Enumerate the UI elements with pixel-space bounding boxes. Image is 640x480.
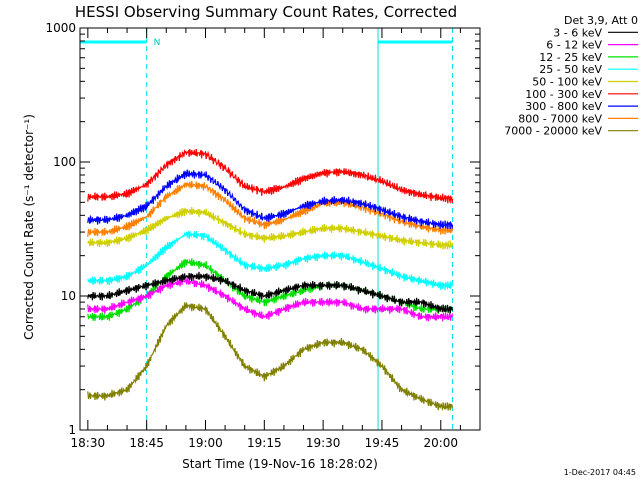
legend-entry-label: 100 - 300 keV xyxy=(525,88,602,101)
series-line xyxy=(87,169,454,230)
footer-date: 1-Dec-2017 04:45 xyxy=(564,468,636,477)
plot-frame xyxy=(79,27,481,431)
x-tick-label: 19:15 xyxy=(247,436,282,450)
y-tick-label: 10 xyxy=(61,289,76,303)
y-tick-label: 1 xyxy=(68,423,76,437)
x-tick-label: 19:45 xyxy=(365,436,400,450)
series-line xyxy=(87,277,454,322)
legend-header: Det 3,9, Att 0 xyxy=(564,14,638,27)
axes: 1 10 100 1000 18:30 18:45 19:00 19:15 19:30 19:45… xyxy=(45,21,481,450)
legend-entry-label: 3 - 6 keV xyxy=(553,26,602,39)
y-tick-label: 1000 xyxy=(45,21,76,35)
plot-area: N xyxy=(79,28,454,430)
series-line xyxy=(87,271,454,314)
night-flag-label: N xyxy=(154,38,161,48)
legend-entry-label: 300 - 800 keV xyxy=(525,100,602,113)
x-axis-label: Start Time (19-Nov-16 18:28:02) xyxy=(182,457,378,471)
series-line xyxy=(87,302,454,411)
legend-entry-label: 50 - 100 keV xyxy=(532,76,602,89)
x-tick-label: 19:30 xyxy=(306,436,341,450)
series-line xyxy=(87,148,454,205)
y-axis-label: Corrected Count Rate (s⁻¹ detector⁻¹) xyxy=(22,114,36,340)
x-tick-label: 18:30 xyxy=(71,436,106,450)
series-line xyxy=(87,230,454,291)
legend-entry-label: 6 - 12 keV xyxy=(546,39,602,52)
x-tick-label: 19:00 xyxy=(188,436,223,450)
series-line xyxy=(87,207,454,250)
chart-title: HESSI Observing Summary Count Rates, Cor… xyxy=(75,3,457,21)
series-line xyxy=(87,180,454,237)
legend-entry-label: 800 - 7000 keV xyxy=(518,112,602,125)
y-tick-label: 100 xyxy=(53,155,76,169)
x-tick-label: 18:45 xyxy=(129,436,164,450)
legend-entry-label: 12 - 25 keV xyxy=(539,51,602,64)
x-tick-label: 20:00 xyxy=(423,436,458,450)
legend-entry-label: 7000 - 20000 keV xyxy=(504,125,602,138)
legend-entry-label: 25 - 50 keV xyxy=(539,63,602,76)
